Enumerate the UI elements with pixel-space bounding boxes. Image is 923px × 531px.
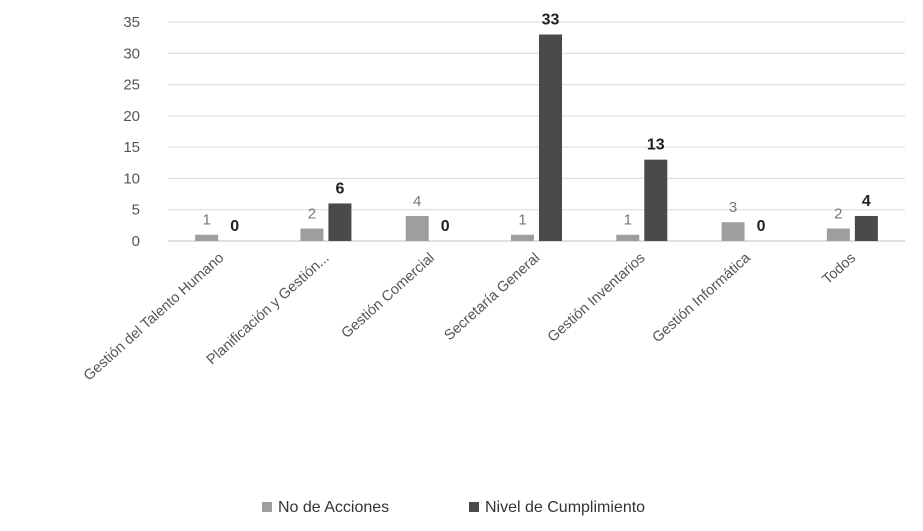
y-tick-label: 10 <box>123 170 140 187</box>
data-label: 4 <box>862 193 871 210</box>
bar-cumplimiento <box>854 215 878 241</box>
legend-label: Nivel de Cumplimiento <box>485 499 645 516</box>
data-label: 4 <box>413 193 421 210</box>
bar-acciones <box>195 234 219 241</box>
bar-acciones <box>405 215 429 241</box>
data-label: 3 <box>729 199 737 216</box>
x-category-label: Gestión Comercial <box>339 250 438 342</box>
data-label: 1 <box>518 212 526 229</box>
x-category-label: Gestión Informática <box>650 249 755 346</box>
data-label: 0 <box>757 218 766 235</box>
bar-acciones <box>511 234 534 241</box>
y-tick-label: 20 <box>123 108 140 125</box>
bar-acciones <box>826 228 850 241</box>
x-category-label: Gestión del Talento Humano <box>81 250 227 384</box>
data-label: 6 <box>335 180 344 197</box>
bar-cumplimiento <box>644 159 668 241</box>
bars <box>195 34 878 242</box>
data-label: 0 <box>230 218 239 235</box>
x-category-label: Planificación y Gestión... <box>204 250 333 368</box>
y-tick-label: 25 <box>123 77 140 94</box>
y-axis-ticks: 0 5 10 15 20 25 30 35 <box>123 14 140 250</box>
data-label: 1 <box>202 212 210 229</box>
y-tick-label: 35 <box>123 14 140 31</box>
y-tick-label: 15 <box>123 139 140 156</box>
data-label: 1 <box>624 212 632 229</box>
y-tick-label: 0 <box>132 233 140 250</box>
data-label: 13 <box>647 137 665 154</box>
bar-acciones <box>616 234 640 241</box>
bar-cumplimiento <box>328 203 352 241</box>
data-label: 0 <box>441 218 450 235</box>
data-label: 2 <box>308 205 316 222</box>
bar-acciones <box>721 222 745 241</box>
x-category-label: Secretaría General <box>441 250 543 344</box>
bar-cumplimiento <box>539 34 562 242</box>
x-category-label: Todos <box>820 250 859 288</box>
legend: No de Acciones Nivel de Cumplimiento <box>262 499 645 516</box>
x-axis-categories: Gestión del Talento HumanoPlanificación … <box>81 249 859 384</box>
data-label: 33 <box>542 12 560 29</box>
legend-label: No de Acciones <box>278 499 389 516</box>
y-tick-label: 30 <box>123 45 140 62</box>
legend-swatch <box>469 502 479 512</box>
bar-acciones <box>300 228 324 241</box>
x-category-label: Gestión Inventarios <box>545 250 649 345</box>
y-tick-label: 5 <box>132 202 140 219</box>
legend-swatch <box>262 502 272 512</box>
data-label: 2 <box>834 205 842 222</box>
gridlines <box>168 21 905 242</box>
